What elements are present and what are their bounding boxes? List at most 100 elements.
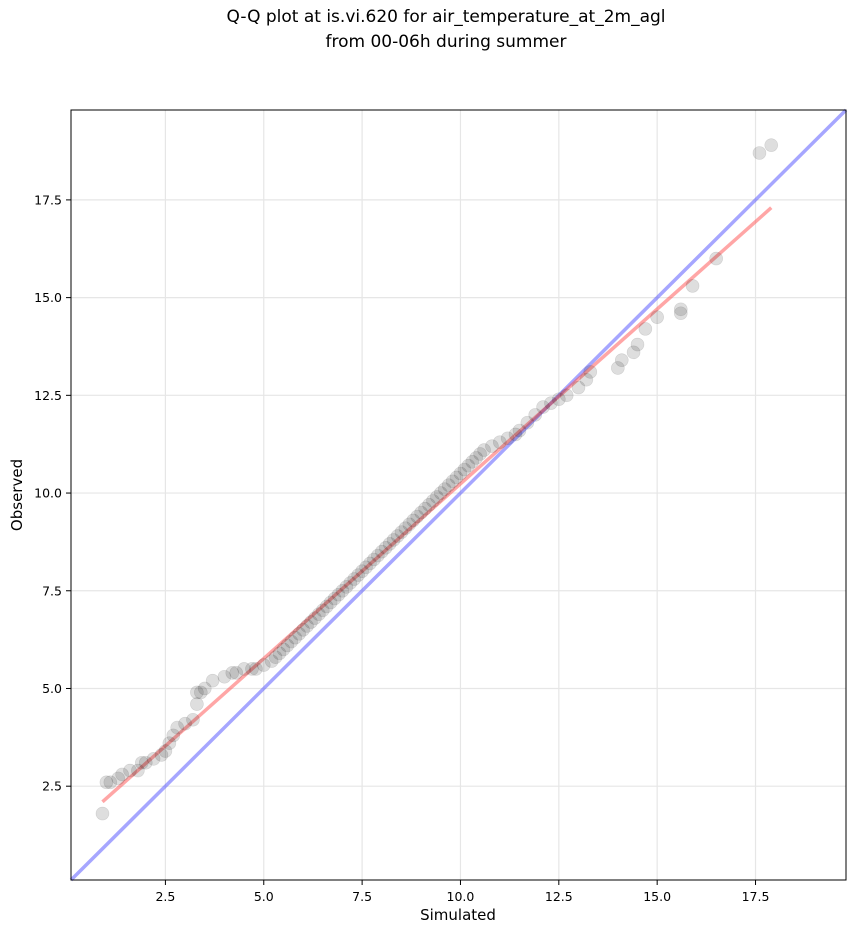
x-tick-label: 15.0: [643, 889, 671, 904]
data-point: [308, 611, 322, 625]
data-point: [709, 251, 723, 266]
data-point: [500, 431, 515, 446]
data-point: [437, 482, 452, 496]
data-point: [374, 544, 389, 559]
data-point: [205, 673, 220, 688]
data-point: [579, 372, 594, 387]
y-tick-label: 10.0: [34, 486, 62, 501]
data-point: [131, 763, 145, 778]
data-point: [264, 654, 279, 668]
data-point: [382, 537, 397, 551]
identity-line: [69, 108, 848, 882]
data-point: [99, 775, 114, 790]
x-axis-ticks: 2.5 5.0 7.5 10.0 12.5 15.0 17.5: [155, 880, 769, 904]
x-tick-label: 10.0: [447, 889, 475, 904]
data-point: [614, 353, 629, 367]
data-point: [296, 623, 310, 637]
data-point: [638, 322, 653, 336]
data-point: [626, 345, 641, 360]
data-point: [512, 423, 527, 438]
data-point: [398, 521, 413, 536]
data-point: [418, 501, 432, 516]
data-point: [390, 529, 405, 543]
data-point: [536, 400, 550, 414]
data-point: [650, 310, 664, 324]
plot-frame: [70, 109, 847, 881]
data-point: [158, 744, 173, 758]
data-point: [520, 415, 535, 430]
x-axis-label: Simulated: [420, 906, 496, 924]
data-point: [559, 388, 574, 403]
data-point: [95, 806, 110, 821]
data-points: [95, 138, 779, 821]
x-tick-label: 12.5: [545, 889, 573, 904]
data-point: [256, 658, 271, 672]
data-point: [528, 408, 543, 422]
data-point: [335, 583, 350, 598]
data-point: [339, 580, 354, 594]
data-point: [347, 572, 362, 586]
y-tick-label: 17.5: [34, 192, 62, 207]
data-point: [229, 666, 244, 680]
data-point: [414, 505, 428, 520]
data-point: [469, 451, 484, 465]
data-point: [249, 662, 263, 676]
data-point: [764, 138, 779, 152]
data-point: [410, 509, 424, 524]
data-point: [225, 666, 240, 680]
data-point: [245, 662, 259, 676]
data-point: [327, 591, 342, 606]
data-point: [319, 599, 334, 614]
data-point: [473, 447, 487, 461]
data-point: [154, 748, 169, 762]
y-tick-label: 2.5: [42, 779, 62, 794]
data-point: [138, 755, 153, 770]
y-tick-label: 7.5: [42, 583, 62, 598]
data-point: [190, 697, 204, 711]
y-tick-label: 12.5: [34, 388, 62, 403]
grid: [71, 110, 846, 880]
data-point: [583, 365, 598, 379]
data-point: [217, 669, 232, 684]
data-point: [363, 556, 377, 571]
x-tick-label: 7.5: [352, 889, 372, 904]
data-point: [190, 685, 204, 700]
data-point: [331, 587, 346, 602]
data-point: [673, 302, 688, 317]
data-point: [178, 716, 192, 731]
chart-title: Q-Q plot at is.vi.620 for air_temperatur…: [226, 7, 665, 27]
data-point: [284, 634, 299, 649]
x-tick-label: 5.0: [254, 889, 274, 904]
data-point: [123, 763, 137, 778]
data-point: [268, 650, 283, 665]
data-point: [315, 603, 330, 618]
data-point: [103, 775, 118, 790]
data-point: [343, 576, 358, 590]
data-point: [477, 443, 491, 457]
data-point: [406, 513, 421, 528]
data-point: [552, 392, 566, 407]
data-point: [367, 552, 381, 567]
reference-lines: [69, 108, 848, 882]
x-tick-label: 17.5: [742, 889, 770, 904]
data-point: [355, 564, 369, 579]
data-point: [292, 626, 306, 641]
fit-line: [101, 206, 773, 804]
data-point: [426, 494, 440, 508]
y-tick-label: 15.0: [34, 290, 62, 305]
data-point: [544, 396, 558, 410]
data-point: [272, 646, 287, 661]
data-point: [237, 662, 251, 676]
data-point: [453, 466, 468, 481]
data-point: [508, 427, 523, 442]
data-point: [194, 685, 208, 700]
data-point: [449, 470, 464, 485]
data-point: [422, 497, 436, 512]
data-point: [162, 736, 177, 750]
data-point: [378, 540, 393, 555]
data-point: [304, 615, 318, 629]
data-point: [276, 642, 291, 657]
data-point: [461, 458, 476, 473]
y-axis-ticks: 2.5 5.0 7.5 10.0 12.5 15.0 17.5: [34, 192, 71, 794]
